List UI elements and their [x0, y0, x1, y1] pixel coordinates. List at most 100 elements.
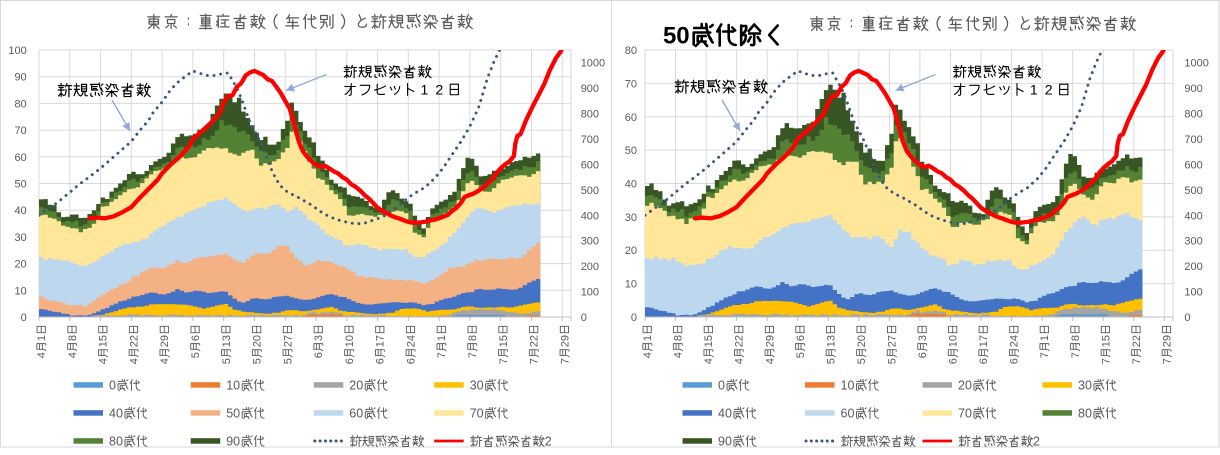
svg-text:0: 0	[948, 335, 960, 341]
svg-text:2: 2	[128, 335, 140, 341]
svg-text:40: 40	[14, 205, 26, 217]
svg-text:500: 500	[1184, 185, 1202, 197]
svg-text:800: 800	[581, 109, 599, 121]
svg-text:7: 7	[436, 352, 448, 358]
svg-text:40: 40	[625, 179, 637, 191]
svg-text:6: 6	[841, 406, 848, 420]
svg-text:4: 4	[67, 352, 79, 358]
svg-text:1: 1	[221, 341, 233, 347]
svg-text:7: 7	[559, 358, 571, 364]
svg-text:4: 4	[718, 406, 725, 420]
svg-text:5: 5	[795, 352, 807, 358]
svg-text:2: 2	[1045, 81, 1053, 97]
svg-text:6: 6	[349, 406, 356, 420]
svg-text:5: 5	[825, 358, 837, 364]
svg-text:7: 7	[1100, 358, 1112, 364]
svg-text:2: 2	[1033, 434, 1040, 448]
svg-text:4: 4	[405, 335, 417, 341]
svg-text:50: 50	[625, 145, 637, 157]
svg-text:1: 1	[1100, 341, 1112, 347]
svg-text:30: 30	[625, 212, 637, 224]
svg-text:6: 6	[1009, 358, 1021, 364]
svg-text:7: 7	[1131, 358, 1143, 364]
svg-text:100: 100	[1184, 287, 1202, 299]
svg-text:9: 9	[159, 335, 171, 341]
svg-text:0: 0	[477, 378, 484, 392]
svg-text:7: 7	[1161, 358, 1173, 364]
svg-text:0: 0	[116, 406, 123, 420]
svg-text:0: 0	[1184, 312, 1190, 324]
svg-text:50: 50	[14, 179, 26, 191]
svg-text:10: 10	[625, 279, 637, 291]
svg-text:4: 4	[673, 352, 685, 358]
svg-text:2: 2	[734, 335, 746, 341]
svg-text:2: 2	[1131, 335, 1143, 341]
svg-text:400: 400	[1184, 210, 1202, 222]
svg-text:1: 1	[841, 378, 848, 392]
svg-text:9: 9	[764, 335, 776, 341]
svg-text:3: 3	[917, 335, 929, 341]
svg-text:5: 5	[190, 352, 202, 358]
svg-text:2: 2	[1009, 341, 1021, 347]
svg-text:80: 80	[14, 98, 26, 110]
svg-text:0: 0	[21, 312, 27, 324]
svg-text:3: 3	[1078, 378, 1085, 392]
svg-text:0: 0	[965, 378, 972, 392]
svg-text:4: 4	[128, 358, 140, 364]
svg-text:600: 600	[581, 159, 599, 171]
svg-text:4: 4	[1009, 335, 1021, 341]
svg-text:5: 5	[856, 358, 868, 364]
svg-text:1000: 1000	[1184, 58, 1208, 70]
svg-text:8: 8	[1078, 406, 1085, 420]
svg-text:1: 1	[344, 341, 356, 347]
svg-text:1: 1	[1039, 335, 1051, 341]
svg-text:0: 0	[1085, 406, 1092, 420]
svg-text:700: 700	[581, 134, 599, 146]
svg-text:70: 70	[625, 78, 637, 90]
svg-text:4: 4	[734, 358, 746, 364]
svg-text:7: 7	[1039, 352, 1051, 358]
svg-text:6: 6	[948, 358, 960, 364]
svg-text:2: 2	[1131, 341, 1143, 347]
svg-text:6: 6	[375, 358, 387, 364]
svg-text:5: 5	[226, 406, 233, 420]
svg-text:2: 2	[405, 341, 417, 347]
svg-text:4: 4	[36, 352, 48, 358]
svg-text:7: 7	[978, 335, 990, 341]
svg-text:9: 9	[226, 434, 233, 448]
svg-text:100: 100	[8, 45, 26, 57]
svg-text:5: 5	[98, 335, 110, 341]
svg-text:60: 60	[625, 112, 637, 124]
svg-text:2: 2	[435, 81, 443, 97]
svg-text:4: 4	[98, 358, 110, 364]
svg-text:2: 2	[1161, 341, 1173, 347]
svg-text:7: 7	[958, 406, 965, 420]
svg-text:500: 500	[581, 185, 599, 197]
svg-text:9: 9	[1161, 335, 1173, 341]
svg-text:6: 6	[190, 335, 202, 341]
svg-text:200: 200	[1184, 261, 1202, 273]
svg-text:8: 8	[67, 335, 79, 341]
svg-text:1: 1	[978, 341, 990, 347]
svg-text:70: 70	[14, 125, 26, 137]
svg-text:1000: 1000	[581, 58, 605, 70]
svg-text:1: 1	[421, 81, 429, 97]
svg-text:0: 0	[109, 378, 116, 392]
svg-text:1: 1	[1030, 81, 1038, 97]
svg-text:2: 2	[856, 341, 868, 347]
svg-text:7: 7	[887, 335, 899, 341]
svg-text:1: 1	[36, 335, 48, 341]
svg-text:0: 0	[252, 335, 264, 341]
svg-text:6: 6	[795, 335, 807, 341]
svg-text:0: 0	[676, 23, 689, 50]
svg-text:5: 5	[498, 335, 510, 341]
svg-text:2: 2	[128, 341, 140, 347]
svg-text:2: 2	[734, 341, 746, 347]
svg-text:2: 2	[545, 434, 552, 448]
svg-text:1: 1	[825, 341, 837, 347]
svg-text:6: 6	[978, 358, 990, 364]
svg-text:8: 8	[1070, 335, 1082, 341]
svg-text:400: 400	[581, 210, 599, 222]
svg-text:30: 30	[14, 232, 26, 244]
svg-text:0: 0	[116, 434, 123, 448]
